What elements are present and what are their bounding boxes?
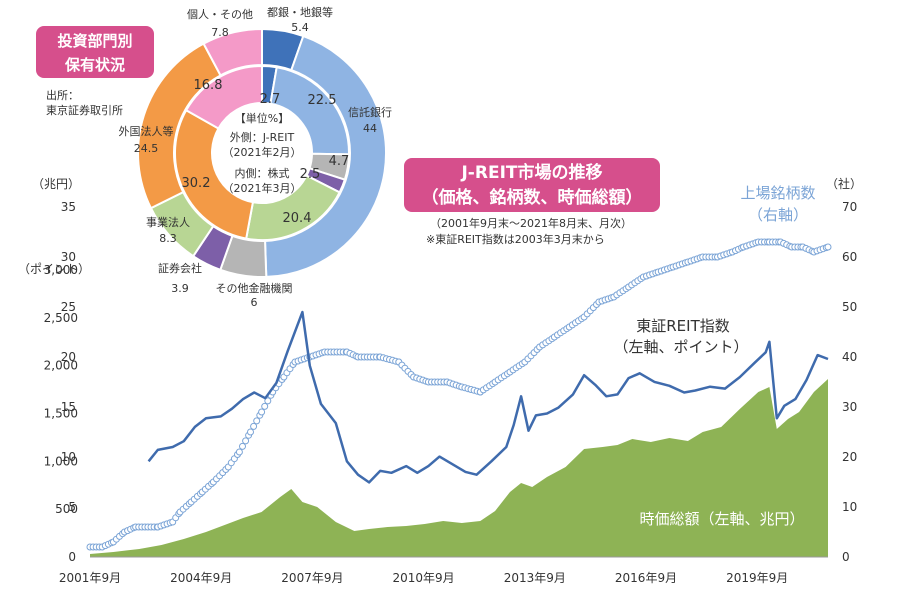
market-cap-area [90, 379, 828, 557]
listed-count-markers [86, 238, 832, 551]
outer-category-label: 個人・その他 [187, 8, 253, 21]
right-tick: 20 [842, 450, 857, 464]
x-tick: 2013年9月 [504, 571, 566, 585]
left-tick-points: 1,000 [44, 454, 78, 468]
holding-badge-line1: 投資部門別 [57, 32, 133, 50]
left-tick-trillion: 35 [61, 200, 76, 214]
market-cap-label: 時価総額（左軸、兆円） [639, 510, 804, 528]
x-tick: 2010年9月 [393, 571, 455, 585]
left-tick-trillion: 30 [61, 250, 76, 264]
axes-layer: （兆円）（ポイント）（社）353025201510503,0002,5002,0… [18, 176, 862, 585]
outer-value-label: 5.4 [291, 21, 309, 34]
outer-category-label: 都銀・地銀等 [267, 5, 333, 19]
listed-count-point [824, 243, 832, 251]
x-tick: 2016年9月 [615, 571, 677, 585]
listed-count-point [261, 402, 269, 410]
x-tick: 2019年9月 [726, 571, 788, 585]
inner-value-label: 22.5 [308, 93, 337, 108]
left-axis-unit-trillion: （兆円） [32, 177, 80, 191]
inner-value-label: 30.2 [182, 176, 211, 191]
listed-count-point [264, 397, 272, 405]
listed-count-point [239, 442, 246, 450]
right-tick: 60 [842, 250, 857, 264]
left-tick-trillion: 15 [61, 400, 76, 414]
outer-value-label: 8.3 [159, 232, 177, 245]
left-tick-points: 1,500 [44, 407, 78, 421]
left-tick-trillion: 20 [61, 350, 76, 364]
listed-count-point [258, 408, 266, 416]
source-line1: 出所： [46, 89, 79, 102]
left-tick-trillion: 5 [68, 500, 76, 514]
left-tick-trillion: 25 [61, 300, 76, 314]
inner-value-label: 2.7 [260, 92, 281, 107]
holding-donut: 2.7 22.5 4.7 2.5 20.4 30.2 16.8 都銀・地銀等 5.4 信託銀行 44… [119, 5, 393, 309]
donut-center-inner-1: 内側：株式 [235, 166, 290, 180]
listed-count-point [242, 437, 250, 445]
right-tick: 50 [842, 300, 857, 314]
left-tick-points: 2,500 [44, 311, 78, 325]
outer-category-label: 信託銀行 [348, 105, 392, 119]
x-tick: 2004年9月 [170, 571, 232, 585]
outer-value-label: 44 [363, 122, 377, 135]
reit-index-axis-label: （左軸、ポイント） [613, 338, 748, 356]
left-tick-points: 2,000 [44, 359, 78, 373]
right-tick: 70 [842, 200, 857, 214]
outer-value-label: 3.9 [171, 282, 189, 295]
x-tick: 2001年9月 [59, 571, 121, 585]
outer-value-label: 7.8 [211, 26, 229, 39]
market-cap-area-layer [90, 379, 828, 557]
right-axis-unit: （社） [826, 176, 862, 191]
right-tick: 30 [842, 400, 857, 414]
right-tick: 10 [842, 500, 857, 514]
inner-value-label: 2.5 [300, 167, 321, 182]
source-line2: 東京証券取引所 [46, 104, 123, 117]
reit-index-label: 東証REIT指数 [636, 317, 730, 335]
left-tick-trillion: 10 [61, 450, 76, 464]
donut-center-unit: 【単位%】 [235, 111, 289, 125]
donut-center [214, 105, 310, 201]
x-tick: 2007年9月 [281, 571, 343, 585]
reit-index-line [147, 310, 829, 484]
left-tick-points: 3,000 [44, 263, 78, 277]
source-note: 出所： 東京証券取引所 [46, 88, 123, 118]
listed-count-point [235, 448, 243, 456]
left-tick-trillion: 0 [68, 550, 76, 564]
holding-status-badge: 投資部門別 保有状況 [36, 26, 154, 78]
right-tick: 40 [842, 350, 857, 364]
inner-ring-slice [173, 108, 255, 240]
listed-count-point [247, 428, 254, 436]
donut-center-outer-2: （2021年2月） [223, 145, 302, 159]
inner-ring-slice [184, 64, 263, 130]
market-badge-line2: （価格、銘柄数、時価総額） [421, 188, 643, 208]
listed-count-label: 上場銘柄数 [740, 184, 815, 202]
period-note: （2001年9月末～2021年8月末、月次） [430, 217, 632, 230]
donut-center-inner-2: （2021年3月） [223, 181, 302, 195]
outer-category-label: 事業法人 [146, 215, 190, 229]
listed-count-point [250, 422, 258, 430]
inner-value-label: 4.7 [329, 154, 350, 169]
outer-category-label: 外国法人等 [119, 124, 174, 138]
listed-count-point [253, 417, 261, 425]
inner-value-label: 20.4 [283, 211, 312, 226]
left-axis-unit-points: （ポイント） [18, 262, 90, 276]
inner-value-label: 16.8 [194, 78, 223, 93]
donut-center-outer-1: 外側：J-REIT [230, 131, 295, 144]
outer-value-label: 6 [251, 296, 258, 309]
market-badge-line1: J-REIT市場の推移 [461, 163, 603, 183]
line-series-layer [86, 238, 832, 551]
outer-value-label: 24.5 [134, 142, 159, 155]
listed-count-axis-label: （右軸） [748, 206, 808, 224]
right-tick: 0 [842, 550, 850, 564]
outer-category-label: その他金融機関 [216, 281, 293, 295]
series-labels-layer: 上場銘柄数 （右軸） 東証REIT指数 （左軸、ポイント） 時価総額（左軸、兆円） [613, 184, 815, 528]
index-start-note: ※東証REIT指数は2003年3月末から [426, 233, 605, 246]
outer-category-label: 証券会社 [158, 261, 202, 275]
market-title-badge: J-REIT市場の推移 （価格、銘柄数、時価総額） [404, 158, 660, 212]
holding-badge-line2: 保有状況 [64, 56, 125, 74]
left-tick-points: 500 [55, 502, 78, 516]
